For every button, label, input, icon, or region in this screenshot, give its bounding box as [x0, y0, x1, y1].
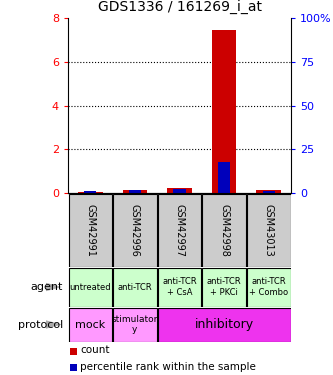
Bar: [69, 308, 112, 342]
Bar: [158, 308, 290, 342]
Bar: [218, 162, 230, 193]
Text: anti-TCR
+ PKCi: anti-TCR + PKCi: [207, 277, 241, 297]
Text: protocol: protocol: [18, 320, 63, 330]
Bar: [158, 267, 201, 306]
Bar: [173, 189, 185, 193]
Polygon shape: [46, 283, 62, 291]
Bar: [247, 267, 290, 306]
Bar: [262, 191, 275, 193]
Bar: [247, 194, 290, 267]
Bar: [113, 308, 157, 342]
Bar: [69, 267, 112, 306]
Bar: [84, 191, 97, 193]
Text: percentile rank within the sample: percentile rank within the sample: [80, 362, 256, 372]
Bar: [202, 267, 246, 306]
Text: GSM42997: GSM42997: [174, 204, 184, 257]
Bar: [212, 30, 236, 193]
Text: stimulator
y: stimulator y: [112, 315, 158, 334]
Text: agent: agent: [31, 282, 63, 292]
Bar: [256, 190, 281, 193]
Text: GSM42998: GSM42998: [219, 204, 229, 257]
Bar: [113, 194, 157, 267]
Text: GSM42996: GSM42996: [130, 204, 140, 257]
Bar: [70, 348, 77, 354]
Bar: [78, 192, 103, 193]
Bar: [113, 267, 157, 306]
Bar: [123, 190, 147, 193]
Bar: [69, 194, 112, 267]
Text: anti-TCR
+ CsA: anti-TCR + CsA: [162, 277, 197, 297]
Text: untreated: untreated: [70, 282, 111, 291]
Bar: [202, 194, 246, 267]
Bar: [167, 188, 192, 193]
Title: GDS1336 / 161269_i_at: GDS1336 / 161269_i_at: [98, 0, 261, 14]
Text: mock: mock: [75, 320, 106, 330]
Polygon shape: [46, 320, 62, 329]
Text: anti-TCR
+ Combo: anti-TCR + Combo: [249, 277, 288, 297]
Bar: [158, 194, 201, 267]
Text: GSM43013: GSM43013: [264, 204, 274, 257]
Bar: [70, 364, 77, 371]
Bar: [129, 190, 141, 193]
Text: anti-TCR: anti-TCR: [118, 282, 152, 291]
Text: GSM42991: GSM42991: [85, 204, 95, 257]
Text: count: count: [80, 345, 110, 355]
Text: inhibitory: inhibitory: [194, 318, 254, 331]
